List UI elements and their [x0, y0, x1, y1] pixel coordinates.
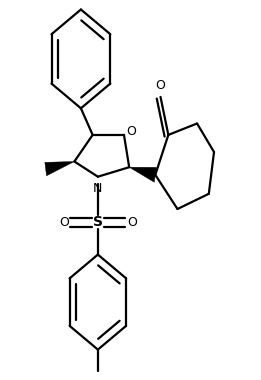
Text: O: O: [156, 79, 165, 92]
Text: O: O: [126, 125, 136, 138]
Text: O: O: [127, 216, 137, 229]
Text: N: N: [93, 182, 103, 195]
Polygon shape: [129, 167, 156, 182]
Text: O: O: [59, 216, 69, 229]
Polygon shape: [45, 162, 74, 176]
Text: S: S: [93, 215, 103, 229]
